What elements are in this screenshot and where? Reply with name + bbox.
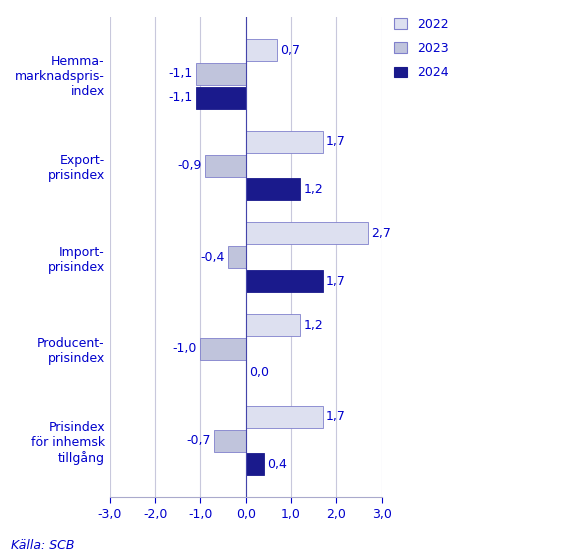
- Bar: [201, 338, 246, 360]
- Bar: [246, 406, 323, 428]
- Bar: [246, 270, 323, 292]
- Bar: [214, 430, 246, 452]
- Text: 0,4: 0,4: [267, 458, 287, 471]
- Text: -0,9: -0,9: [177, 159, 202, 172]
- Bar: [246, 178, 300, 200]
- Text: 1,2: 1,2: [303, 183, 323, 196]
- Text: 2,7: 2,7: [371, 227, 391, 240]
- Text: -1,0: -1,0: [173, 342, 197, 355]
- Bar: [246, 39, 277, 61]
- Bar: [246, 453, 264, 475]
- Text: 1,7: 1,7: [326, 275, 346, 287]
- Bar: [196, 63, 246, 85]
- Bar: [246, 223, 368, 244]
- Text: 1,7: 1,7: [326, 135, 346, 148]
- Bar: [246, 131, 323, 153]
- Text: -0,7: -0,7: [186, 434, 211, 447]
- Bar: [196, 87, 246, 109]
- Text: 1,7: 1,7: [326, 410, 346, 423]
- Bar: [246, 314, 300, 336]
- Legend: 2022, 2023, 2024: 2022, 2023, 2024: [390, 14, 453, 83]
- Text: 0,7: 0,7: [281, 44, 301, 57]
- Bar: [228, 246, 246, 268]
- Text: -1,1: -1,1: [168, 68, 193, 80]
- Bar: [205, 155, 246, 176]
- Text: 0,0: 0,0: [249, 366, 269, 379]
- Text: -1,1: -1,1: [168, 91, 193, 104]
- Text: -0,4: -0,4: [200, 251, 224, 264]
- Text: 1,2: 1,2: [303, 319, 323, 331]
- Text: Källa: SCB: Källa: SCB: [11, 539, 75, 552]
